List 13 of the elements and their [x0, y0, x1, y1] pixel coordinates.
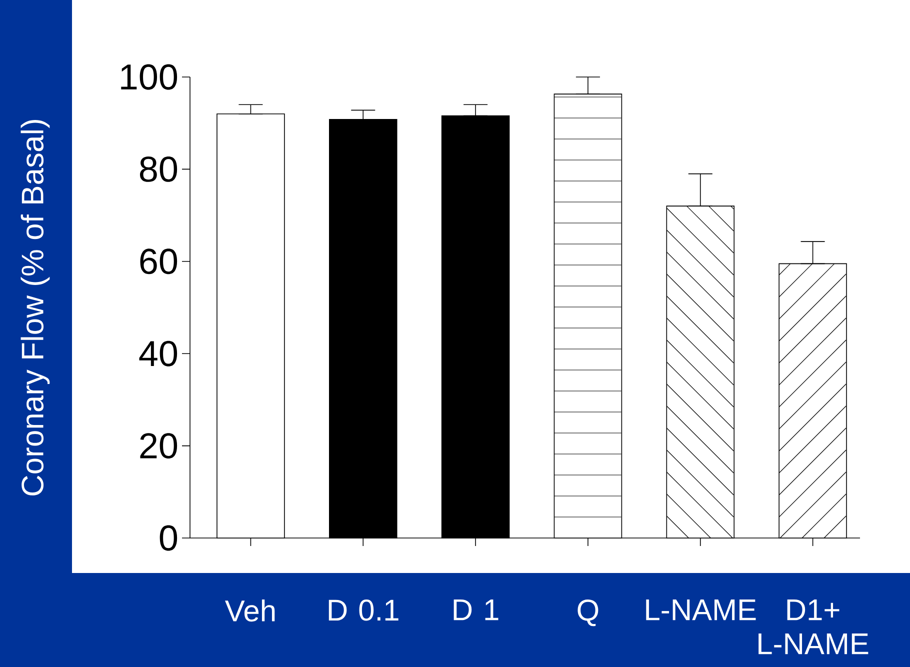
- y-tick-label: 20: [140, 433, 178, 459]
- y-tick-label: 0: [160, 525, 178, 551]
- y-tick-label: 40: [139, 340, 178, 366]
- x-tick-label: L-NAME: [646, 600, 756, 620]
- x-tick-label: Q: [578, 600, 598, 626]
- y-axis-title: Coronary Flow (% of Basal): [20, 120, 50, 496]
- x-tick-label: D1+ L-NAME: [758, 600, 868, 654]
- y-tick-label: 60: [140, 248, 178, 274]
- y-tick-label: 80: [140, 156, 178, 182]
- y-tick-label: 100: [121, 64, 178, 90]
- x-tick-label: Veh: [224, 600, 275, 622]
- x-tick-label: D 0.1: [328, 600, 398, 621]
- x-tick-label: D 1: [454, 600, 498, 620]
